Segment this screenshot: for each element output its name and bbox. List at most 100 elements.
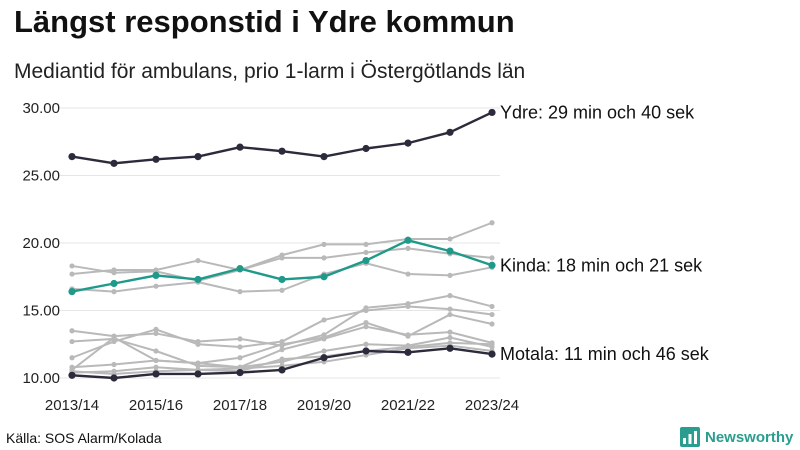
x-tick-label: 2017/18 — [213, 397, 267, 414]
x-axis-ticks: 2013/14 2015/16 2017/18 2019/20 2021/22 2023/… — [45, 397, 519, 414]
series-1 — [68, 236, 496, 296]
data-point — [111, 289, 117, 295]
background-series — [69, 220, 495, 377]
data-point — [279, 347, 285, 353]
x-tick-label: 2013/14 — [45, 397, 99, 414]
data-point — [111, 270, 117, 276]
data-point — [447, 306, 453, 312]
data-point — [363, 307, 369, 314]
highlighted-series — [68, 108, 496, 382]
data-point — [363, 249, 369, 256]
data-point — [489, 341, 495, 347]
data-point — [488, 261, 496, 269]
data-point — [152, 271, 160, 279]
data-point — [194, 370, 202, 378]
y-tick-label: 20.00 — [22, 235, 60, 252]
brand-name: Newsworthy — [705, 428, 794, 446]
data-point — [489, 255, 495, 261]
data-point — [68, 153, 76, 161]
data-point — [489, 303, 495, 310]
data-point — [489, 220, 495, 226]
series-7 — [69, 303, 495, 361]
y-tick-label: 25.00 — [22, 168, 60, 185]
data-point — [320, 153, 328, 161]
data-point — [110, 279, 118, 288]
data-point — [237, 289, 243, 295]
series-0 — [68, 108, 496, 167]
data-point — [236, 369, 244, 377]
data-point — [320, 273, 328, 281]
source-note: Källa: SOS Alarm/Kolada — [6, 430, 162, 446]
data-point — [404, 236, 412, 244]
data-point — [321, 348, 327, 354]
data-point — [68, 288, 76, 296]
series-line — [71, 239, 493, 293]
x-tick-label: 2023/24 — [465, 397, 519, 414]
series-2 — [68, 344, 496, 382]
data-point — [363, 341, 369, 347]
data-point — [489, 311, 495, 318]
series-end-label: Ydre: 29 min och 40 sek — [500, 102, 695, 122]
brand-logo: Newsworthy — [680, 427, 793, 447]
data-point — [405, 271, 411, 277]
data-point — [405, 303, 411, 310]
series-line — [71, 221, 493, 276]
data-point — [447, 329, 453, 335]
data-point — [320, 354, 328, 362]
data-point — [279, 255, 285, 261]
data-point — [488, 108, 496, 117]
data-point — [153, 364, 159, 370]
data-point — [488, 350, 496, 358]
x-tick-label: 2015/16 — [129, 397, 183, 414]
bar-chart-logo-icon — [680, 427, 700, 447]
data-point — [236, 143, 244, 151]
data-point — [405, 332, 411, 338]
series-12 — [69, 343, 495, 377]
data-point — [321, 317, 327, 323]
data-point — [447, 334, 453, 341]
data-point — [278, 366, 286, 374]
data-point — [152, 370, 160, 378]
data-point — [195, 360, 201, 366]
data-point — [68, 371, 76, 379]
data-point — [447, 293, 453, 299]
data-point — [362, 347, 370, 355]
data-point — [446, 344, 454, 352]
data-point — [363, 324, 369, 330]
x-tick-label: 2019/20 — [297, 397, 351, 414]
data-point — [404, 139, 412, 147]
data-point — [195, 341, 201, 347]
data-point — [447, 272, 453, 278]
data-point — [153, 283, 159, 289]
data-point — [237, 355, 243, 361]
data-point — [69, 364, 75, 370]
chart-subtitle: Mediantid för ambulans, prio 1-larm i Ös… — [14, 60, 526, 83]
data-point — [195, 257, 201, 264]
data-point — [110, 374, 118, 382]
gridlines — [60, 107, 500, 379]
y-tick-label: 30.00 — [22, 100, 60, 117]
series-3 — [69, 220, 495, 277]
data-point — [69, 355, 75, 361]
data-point — [279, 356, 285, 362]
series-line — [71, 111, 493, 165]
data-point — [362, 144, 370, 153]
data-point — [447, 311, 453, 318]
y-axis-ticks: 10.00 15.00 20.00 25.00 30.00 — [22, 100, 60, 387]
chart-title: Längst responstid i Ydre kommun — [14, 4, 515, 39]
data-point — [363, 241, 369, 247]
data-point — [321, 255, 327, 261]
data-point — [278, 147, 286, 155]
data-point — [194, 153, 202, 161]
data-point — [447, 236, 453, 242]
y-tick-label: 10.00 — [22, 370, 60, 387]
data-point — [153, 357, 159, 364]
x-tick-label: 2021/22 — [381, 397, 435, 414]
data-point — [194, 275, 202, 284]
data-point — [153, 326, 159, 332]
data-point — [111, 361, 117, 368]
data-point — [278, 275, 286, 284]
data-point — [237, 336, 243, 342]
data-point — [69, 328, 75, 334]
